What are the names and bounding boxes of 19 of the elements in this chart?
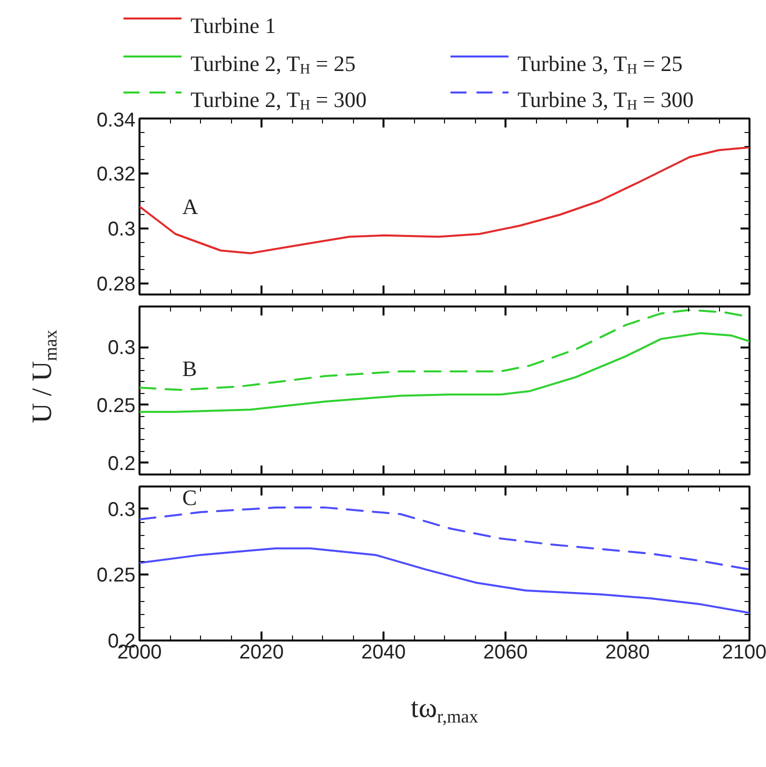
y-tick-label: 0.3: [108, 498, 136, 521]
y-tick-label: 0.32: [96, 164, 136, 186]
x-tick-label: 2020: [239, 642, 284, 664]
annotation: B: [182, 356, 197, 382]
legend-label: Turbine 1: [190, 13, 276, 38]
x-tick-label: 2060: [483, 642, 528, 664]
y-tick-label: 0.25: [96, 564, 136, 587]
y-tick-label: 0.28: [96, 274, 136, 296]
annotation: C: [182, 484, 197, 510]
x-tick-label: 2080: [605, 642, 650, 664]
y-axis-title: U / Umax: [27, 330, 60, 424]
x-tick-label: 2100: [722, 642, 766, 664]
x-tick-label: 2040: [361, 642, 406, 664]
y-tick-label: 0.2: [108, 452, 136, 475]
y-tick-label: 0.25: [96, 394, 136, 417]
annotation: A: [182, 194, 198, 219]
y-tick-label: 0.3: [108, 218, 136, 240]
y-tick-label: 0.3: [108, 337, 136, 360]
y-tick-label: 0.34: [96, 110, 136, 132]
